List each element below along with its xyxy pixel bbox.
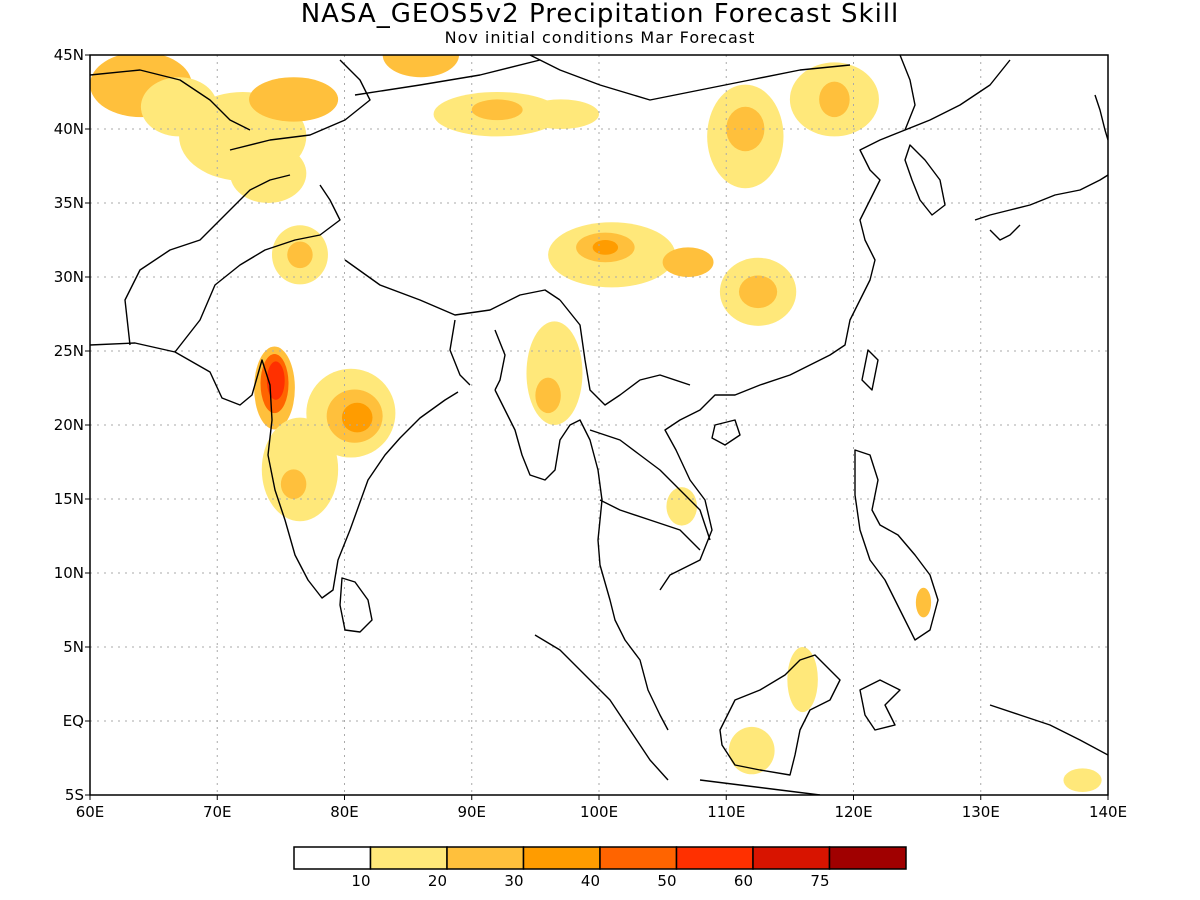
- coastline-hainan: [711, 419, 741, 446]
- map-title: NASA_GEOS5v2 Precipitation Forecast Skil…: [300, 0, 900, 29]
- map-subtitle: Nov initial conditions Mar Forecast: [444, 28, 756, 47]
- skill-shading-layer: [90, 55, 1102, 793]
- colorbar-label: 10: [351, 872, 370, 890]
- border-myanmar-china: [559, 299, 691, 406]
- skill-patch-myanmar-core: [535, 377, 561, 414]
- coastline-south-asia: [90, 342, 459, 599]
- skill-patch-kashmir: [229, 143, 307, 203]
- border-thailand-laos: [589, 429, 711, 541]
- border-mongolia: [354, 59, 851, 101]
- colorbar-label: 20: [428, 872, 447, 890]
- y-tick-label: 20N: [54, 416, 84, 434]
- colorbar-swatch: [293, 846, 372, 870]
- coastline-java: [699, 779, 821, 795]
- y-tick-label: EQ: [63, 712, 84, 730]
- coastline-japan-north: [1094, 94, 1108, 141]
- skill-patch-inner-mongolia-core: [726, 106, 765, 152]
- y-tick-label: 45N: [54, 46, 84, 64]
- colorbar-label: 30: [504, 872, 523, 890]
- colorbar-swatch: [599, 846, 678, 870]
- skill-patch-borneo-north: [787, 647, 818, 713]
- skill-patch-tibet-east-core: [592, 240, 619, 255]
- x-tick-label: 110E: [707, 803, 745, 821]
- coastline-china-east: [659, 59, 1011, 591]
- x-tick-label: 90E: [457, 803, 486, 821]
- coastline-indochina-west: [494, 389, 669, 731]
- colorbar-swatch: [828, 846, 907, 870]
- y-tick-label: 35N: [54, 194, 84, 212]
- coastline-borneo: [719, 654, 841, 776]
- border-afghanistan: [124, 174, 291, 346]
- gridlines: [90, 55, 1108, 795]
- skill-patch-deccan-core: [280, 469, 307, 500]
- skill-patch-new-guinea: [1063, 768, 1102, 793]
- border-north: [529, 55, 541, 61]
- skill-patch-kyrgyz-region: [249, 77, 339, 122]
- coastline-new-guinea: [989, 704, 1108, 756]
- coastline-japan-south: [974, 174, 1108, 221]
- skill-patch-laos-vietnam: [666, 487, 697, 526]
- border-russia-china: [899, 55, 916, 131]
- y-tick-label: 10N: [54, 564, 84, 582]
- coastline-korea: [904, 144, 946, 216]
- border-bangladesh-east: [494, 329, 506, 391]
- border-india-pakistan: [174, 184, 341, 353]
- colorbar-label: 60: [734, 872, 753, 890]
- border-bangladesh-west: [449, 319, 471, 386]
- coastline-philippines: [854, 449, 939, 641]
- y-axis-labels: 45N 40N 35N 30N 25N 20N 15N 10N 5N EQ 5S: [54, 46, 84, 804]
- colorbar-swatch: [522, 846, 601, 870]
- border-cambodia: [599, 499, 701, 551]
- x-tick-label: 70E: [203, 803, 232, 821]
- colorbar: 10 20 30 40 50 60 75: [293, 846, 907, 890]
- skill-patch-gujarat-core: [266, 361, 285, 400]
- border-central-asia: [229, 59, 371, 151]
- skill-patch-manchuria-core: [819, 81, 850, 118]
- y-tick-label: 25N: [54, 342, 84, 360]
- skill-patch-yangtze-core: [738, 275, 778, 309]
- border-himalaya: [344, 259, 561, 316]
- colorbar-swatch: [752, 846, 831, 870]
- colorbar-swatch: [675, 846, 754, 870]
- x-axis-labels: 60E 70E 80E 90E 100E 110E 120E 130E 140E: [76, 803, 1127, 821]
- x-tick-label: 120E: [834, 803, 872, 821]
- y-tick-label: 15N: [54, 490, 84, 508]
- coastline-sulawesi: [859, 679, 901, 731]
- skill-patch-tarim-core: [471, 99, 523, 121]
- y-tick-label: 40N: [54, 120, 84, 138]
- x-tick-label: 60E: [76, 803, 105, 821]
- axis-ticks: [85, 54, 1109, 800]
- skill-patch-borneo-south: [728, 726, 775, 775]
- colorbar-label: 40: [581, 872, 600, 890]
- border-kazakhstan: [90, 69, 251, 131]
- y-tick-label: 5N: [63, 638, 84, 656]
- x-tick-label: 100E: [580, 803, 618, 821]
- skill-patch-gansu: [522, 99, 599, 129]
- colorbar-swatch: [446, 846, 525, 870]
- colorbar-label: 50: [657, 872, 676, 890]
- skill-patch-sichuan-east: [662, 247, 714, 277]
- colorbar-swatch: [369, 846, 448, 870]
- x-tick-label: 130E: [962, 803, 1000, 821]
- coastlines-and-borders: [90, 55, 1108, 795]
- skill-patch-central-india-core: [341, 402, 373, 433]
- coastline-sri-lanka: [339, 577, 373, 633]
- coastline-taiwan: [861, 349, 879, 391]
- y-tick-label: 5S: [65, 786, 84, 804]
- colorbar-label: 75: [810, 872, 829, 890]
- y-tick-label: 30N: [54, 268, 84, 286]
- x-tick-label: 140E: [1089, 803, 1127, 821]
- coastline-japan-kyushu: [989, 224, 1021, 241]
- skill-patch-mongolia-west: [382, 55, 460, 78]
- skill-patch-himalaya-west-core: [287, 241, 313, 269]
- skill-patch-philippines-south: [915, 587, 932, 618]
- x-tick-label: 80E: [330, 803, 359, 821]
- coastline-sumatra: [534, 634, 669, 781]
- skill-patch-deccan: [261, 417, 339, 522]
